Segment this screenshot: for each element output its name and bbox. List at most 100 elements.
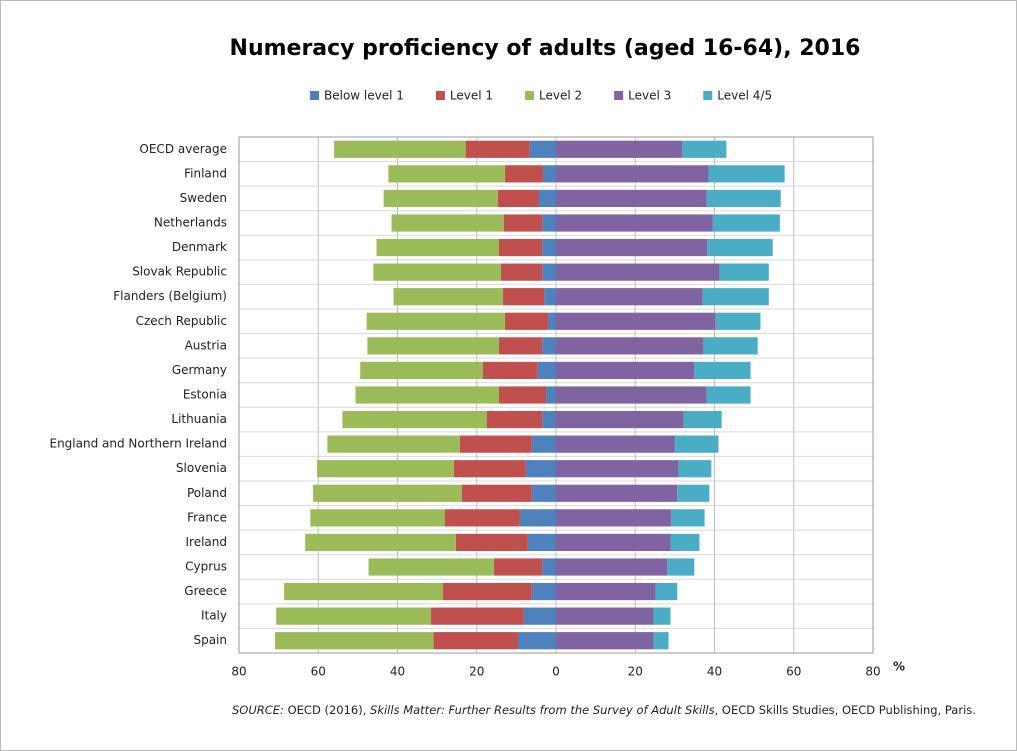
x-tick-label: 80 — [231, 665, 246, 679]
y-tick-label: Slovak Republic — [132, 265, 227, 279]
bar-segment — [556, 509, 672, 527]
bar-segment — [556, 361, 695, 380]
bar-segment — [682, 140, 727, 158]
legend-label: Level 3 — [628, 89, 671, 103]
y-tick-label: OECD average — [139, 142, 227, 156]
legend-swatch — [703, 91, 713, 100]
bar-segment — [674, 435, 719, 453]
source-part: Skills Matter: Further Results from the … — [370, 703, 715, 717]
bar-segment — [556, 288, 703, 306]
y-tick-label: Estonia — [183, 388, 227, 402]
bar-segment — [313, 484, 462, 502]
bar-segment — [284, 582, 443, 601]
y-tick-label: Spain — [193, 633, 227, 647]
bar-segment — [531, 582, 556, 601]
source: SOURCE: OECD (2016), Skills Matter: Furt… — [232, 703, 976, 717]
bar-segment — [542, 558, 556, 576]
bar-segment — [367, 337, 499, 355]
y-tick-label: Lithuania — [171, 412, 227, 426]
legend-label: Level 2 — [539, 89, 582, 103]
bar-segment — [715, 312, 761, 330]
y-tick-label: Poland — [187, 486, 227, 500]
bar-segment — [276, 607, 431, 625]
bar-segment — [327, 435, 460, 453]
bar-segment — [388, 165, 505, 183]
source-part: , OECD Skills Studies, OECD Publishing, … — [714, 703, 976, 717]
bar-segment — [519, 509, 556, 527]
bar-segment — [667, 558, 695, 576]
bar-segment — [523, 607, 556, 625]
bar-segment — [430, 607, 524, 625]
bar-segment — [334, 140, 466, 158]
bar-segment — [702, 288, 769, 306]
bar-segment — [461, 484, 532, 502]
legend-label: Level 1 — [450, 89, 493, 103]
bar-segment — [556, 337, 704, 355]
bar-segment — [453, 460, 526, 478]
bar-segment — [719, 263, 769, 281]
y-tick-label: Italy — [201, 609, 227, 623]
legend-swatch — [435, 91, 445, 100]
bar-segment — [310, 509, 445, 527]
bar-segment — [556, 312, 716, 330]
bar-segment — [703, 337, 758, 355]
bar-segment — [442, 582, 532, 601]
bar-segment — [548, 312, 556, 330]
x-tick-label: 80 — [865, 665, 880, 679]
bar-segment — [712, 214, 780, 232]
bar-segment — [531, 484, 556, 502]
y-tick-label: Sweden — [180, 191, 227, 205]
bar-segment — [527, 533, 556, 552]
y-tick-label: Flanders (Belgium) — [113, 289, 227, 303]
bar-segment — [546, 386, 556, 404]
x-tick-label: 60 — [786, 665, 801, 679]
bar-segment — [706, 189, 781, 208]
legend-label: Level 4/5 — [717, 89, 772, 103]
bar-segment — [653, 607, 671, 625]
bar-segment — [525, 460, 556, 478]
bar-segment — [542, 165, 556, 183]
bar-segment — [391, 214, 504, 232]
bar-segment — [376, 238, 499, 257]
bar-segment — [556, 263, 720, 281]
bar-segment — [556, 607, 654, 625]
y-tick-label: Greece — [184, 584, 227, 598]
bar-segment — [556, 632, 654, 650]
bar-segment — [504, 165, 543, 183]
bar-segment — [683, 410, 722, 429]
bar-segment — [305, 533, 456, 552]
bar-segment — [556, 410, 684, 429]
bar-segment — [498, 238, 543, 257]
bar-segment — [529, 140, 556, 158]
bar-segment — [538, 189, 556, 208]
y-tick-label: Netherlands — [154, 216, 227, 230]
bar-segment — [360, 361, 483, 380]
bar-segment — [504, 312, 549, 330]
bar-segment — [542, 337, 556, 355]
x-tick-label: 0 — [552, 665, 560, 679]
legend-swatch — [614, 91, 624, 100]
bar-segment — [486, 410, 543, 429]
bar-segment — [655, 582, 678, 601]
bar-segment — [556, 386, 707, 404]
bar-segment — [678, 460, 712, 478]
bar-segment — [556, 189, 707, 208]
bar-segment — [444, 509, 520, 527]
bar-segment — [556, 558, 668, 576]
y-tick-label: Germany — [172, 363, 227, 377]
bar-segment — [465, 140, 530, 158]
bar-segment — [498, 337, 543, 355]
bar-segment — [542, 214, 556, 232]
bar-segment — [694, 361, 751, 380]
y-tick-label: France — [187, 510, 227, 524]
y-tick-label: Czech Republic — [136, 314, 227, 328]
bar-segment — [537, 361, 556, 380]
bar-segment — [556, 582, 656, 601]
bar-segment — [671, 509, 705, 527]
y-tick-label: Austria — [185, 338, 227, 352]
y-tick-label: England and Northern Ireland — [49, 437, 227, 451]
bar-segment — [556, 238, 708, 257]
x-tick-label: 40 — [390, 665, 405, 679]
bar-segment — [542, 410, 556, 429]
